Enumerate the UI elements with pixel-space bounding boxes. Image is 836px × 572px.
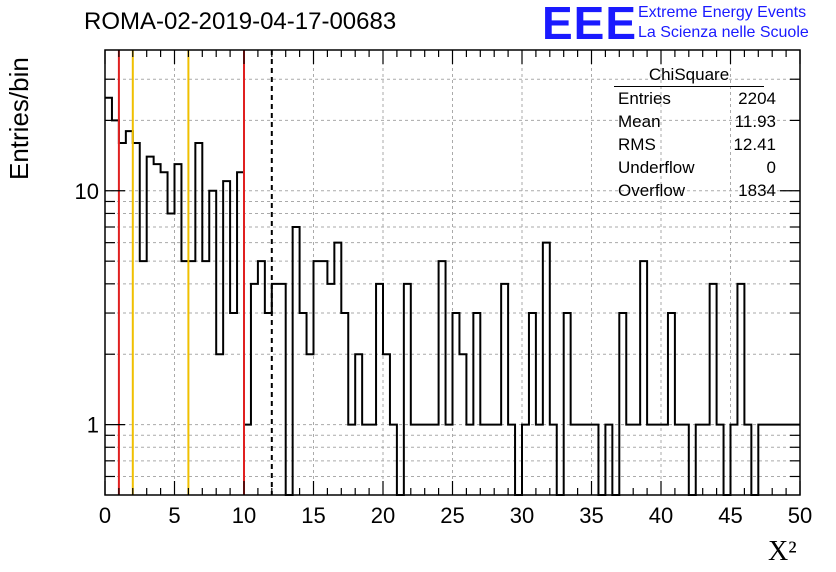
stats-box: ChiSquare Entries 2204 Mean 11.93 RMS 12… bbox=[608, 64, 778, 202]
stats-row: Overflow 1834 bbox=[618, 179, 776, 202]
grid bbox=[105, 50, 800, 495]
stats-value: 2204 bbox=[738, 89, 776, 108]
x-axis-label: X² bbox=[768, 536, 797, 567]
logo-line-2: La Scienza nelle Scuole bbox=[638, 24, 809, 41]
y-axis-label: Entries/bin bbox=[4, 57, 34, 180]
histogram-outline bbox=[105, 96, 800, 496]
stats-value: 1834 bbox=[738, 181, 776, 200]
stats-row: Underflow 0 bbox=[618, 156, 776, 179]
stats-row: Entries 2204 bbox=[618, 87, 776, 110]
x-tick-label: 20 bbox=[371, 503, 395, 528]
stats-row: Mean 11.93 bbox=[618, 110, 776, 133]
y-tick-label: 10 bbox=[75, 179, 99, 204]
stats-label: Overflow bbox=[618, 181, 686, 200]
x-tick-label: 10 bbox=[232, 503, 256, 528]
eee-logo: EEE bbox=[542, 0, 638, 49]
marks bbox=[105, 50, 800, 496]
stats-title: ChiSquare bbox=[614, 64, 764, 87]
x-tick-label: 25 bbox=[440, 503, 464, 528]
stats-label: Underflow bbox=[618, 158, 695, 177]
stats-label: RMS bbox=[618, 135, 656, 154]
stats-value: 0 bbox=[766, 158, 776, 177]
x-tick-label: 50 bbox=[788, 503, 812, 528]
stats-row: RMS 12.41 bbox=[618, 133, 776, 156]
x-tick-label: 0 bbox=[99, 503, 111, 528]
x-tick-label: 40 bbox=[649, 503, 673, 528]
ticks: 0 5 10 15 20 25 30 35 40 45 50 1 10 bbox=[75, 50, 812, 528]
x-tick-label: 5 bbox=[168, 503, 180, 528]
stats-label: Entries bbox=[618, 89, 671, 108]
stats-value: 12.41 bbox=[733, 135, 776, 154]
x-tick-label: 15 bbox=[301, 503, 325, 528]
logo-line-1: Extreme Energy Events bbox=[638, 4, 807, 21]
stats-value: 11.93 bbox=[734, 112, 776, 131]
x-tick-label: 35 bbox=[579, 503, 603, 528]
y-tick-label: 1 bbox=[87, 413, 99, 438]
x-tick-label: 30 bbox=[510, 503, 534, 528]
chart-title: ROMA-02-2019-04-17-00683 bbox=[84, 8, 397, 35]
stats-label: Mean bbox=[618, 112, 661, 131]
x-tick-label: 45 bbox=[718, 503, 742, 528]
